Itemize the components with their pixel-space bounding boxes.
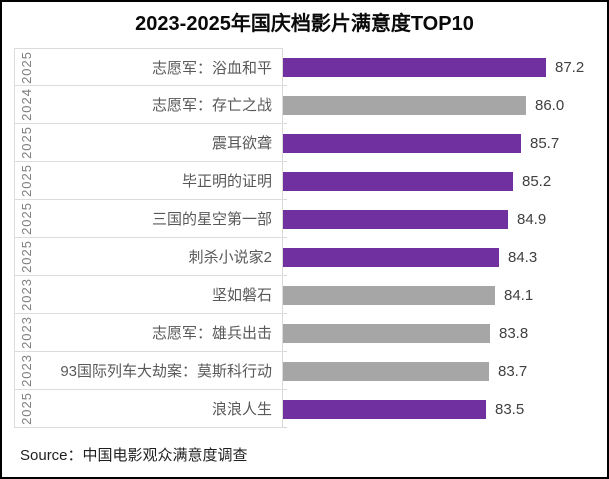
chart-rows: 2025 志愿军：浴血和平 87.2 2024 志愿军：存亡之战 86.0 20… [14,48,604,428]
category-cell: 2025 震耳欲聋 [14,124,283,162]
year-label: 2023 [18,354,34,387]
bar-value-label: 84.3 [508,248,538,266]
year-label: 2025 [18,240,34,273]
year-label: 2025 [18,50,34,84]
bar-cell: 86.0 [283,86,604,124]
bar-value-label: 83.8 [499,324,529,342]
category-cell: 2025 浪浪人生 [14,390,283,428]
movie-title-label: 浪浪人生 [211,401,272,418]
bar-value-label: 84.1 [504,286,534,304]
category-cell: 2023 93国际列车大劫案：莫斯科行动 [14,352,283,390]
satisfaction-bar [283,171,513,191]
satisfaction-bar [283,361,489,381]
chart-area: 2025 志愿军：浴血和平 87.2 2024 志愿军：存亡之战 86.0 20… [14,48,604,428]
chart-row: 2025 震耳欲聋 85.7 [14,124,604,162]
bar-value-label: 83.7 [498,362,528,380]
bar-cell: 85.2 [283,162,604,200]
year-label: 2024 [18,88,34,121]
bar-value-label: 87.2 [555,58,585,76]
category-cell: 2025 刺杀小说家2 [14,238,283,276]
year-label: 2023 [18,278,34,311]
year-cell: 2025 [15,390,37,427]
bar-value-label: 85.2 [522,172,552,190]
category-cell: 2023 坚如磐石 [14,276,283,314]
satisfaction-bar [283,209,508,229]
year-cell: 2023 [15,276,37,313]
bar-cell: 87.2 [283,48,604,86]
year-label: 2023 [18,316,34,349]
year-cell: 2025 [15,200,37,237]
satisfaction-bar [283,95,526,115]
satisfaction-bar [283,247,499,267]
category-cell: 2024 志愿军：存亡之战 [14,86,283,124]
satisfaction-bar [283,133,521,153]
movie-title-label: 志愿军：浴血和平 [151,59,272,77]
year-cell: 2025 [15,238,37,275]
bar-value-label: 83.5 [495,400,525,418]
bar-value-label: 85.7 [530,134,560,152]
bar-cell: 84.1 [283,276,604,314]
chart-row: 2023 93国际列车大劫案：莫斯科行动 83.7 [14,352,604,390]
satisfaction-bar [283,323,490,343]
year-cell: 2023 [15,314,37,351]
satisfaction-bar [283,57,546,77]
bar-cell: 83.8 [283,314,604,352]
chart-row: 2023 志愿军：雄兵出击 83.8 [14,314,604,352]
movie-title-label: 震耳欲聋 [211,135,272,152]
year-label: 2025 [18,164,34,197]
satisfaction-bar [283,399,486,419]
movie-title-label: 毕正明的证明 [181,173,272,190]
category-cell: 2025 三国的星空第一部 [14,200,283,238]
chart-row: 2025 浪浪人生 83.5 [14,390,604,428]
category-cell: 2023 志愿军：雄兵出击 [14,314,283,352]
bar-cell: 83.7 [283,352,604,390]
year-label: 2025 [18,392,34,425]
movie-title-label: 93国际列车大劫案：莫斯科行动 [60,363,272,380]
movie-title-label: 坚如磐石 [211,287,272,304]
chart-row: 2025 刺杀小说家2 84.3 [14,238,604,276]
satisfaction-bar [283,285,495,305]
chart-row: 2025 志愿军：浴血和平 87.2 [14,48,604,86]
bar-cell: 85.7 [283,124,604,162]
movie-title-label: 三国的星空第一部 [151,211,272,228]
chart-row: 2025 三国的星空第一部 84.9 [14,200,604,238]
bar-value-label: 84.9 [517,210,547,228]
bar-cell: 84.3 [283,238,604,276]
movie-title-label: 刺杀小说家2 [188,249,272,266]
chart-row: 2023 坚如磐石 84.1 [14,276,604,314]
bar-cell: 83.5 [283,390,604,428]
year-label: 2025 [18,202,34,235]
source-note: Source：中国电影观众满意度调查 [20,447,248,464]
bar-value-label: 86.0 [535,96,565,114]
movie-title-label: 志愿军：存亡之战 [151,97,272,114]
chart-title: 2023-2025年国庆档影片满意度TOP10 [135,13,474,35]
year-cell: 2025 [15,124,37,161]
year-cell: 2023 [15,352,37,389]
bar-cell: 84.9 [283,200,604,238]
year-cell: 2024 [15,86,37,123]
year-cell: 2025 [15,49,37,85]
year-label: 2025 [18,126,34,159]
category-cell: 2025 志愿军：浴血和平 [14,48,283,86]
movie-title-label: 志愿军：雄兵出击 [151,325,272,342]
year-cell: 2025 [15,162,37,199]
chart-row: 2025 毕正明的证明 85.2 [14,162,604,200]
chart-row: 2024 志愿军：存亡之战 86.0 [14,86,604,124]
category-cell: 2025 毕正明的证明 [14,162,283,200]
